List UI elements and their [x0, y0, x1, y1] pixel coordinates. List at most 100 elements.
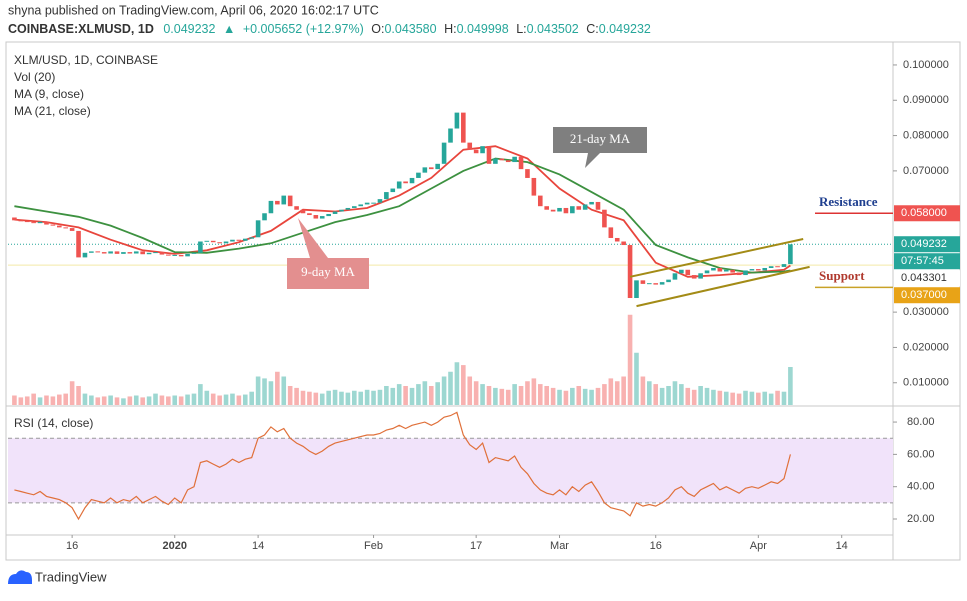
rsi-tick-label: 80.00	[907, 416, 935, 428]
candle	[499, 158, 505, 161]
publisher: shyna published on TradingView.com, Apri…	[8, 3, 379, 17]
candle	[614, 237, 620, 242]
volume-bar	[210, 393, 216, 405]
ohlc-label: H:	[444, 22, 457, 36]
y-tick-label: 0.080000	[903, 129, 949, 141]
volume-bar	[44, 395, 49, 405]
rsi-line	[14, 411, 791, 521]
candle	[217, 242, 222, 244]
candle	[576, 206, 582, 210]
annotation-text: 9-day MA	[301, 264, 355, 279]
x-tick-label: 17	[470, 540, 482, 552]
volume-bar	[422, 381, 428, 405]
volume-bar	[691, 389, 697, 405]
candle	[89, 251, 94, 253]
candle	[396, 181, 402, 189]
y-tick-label: 0.030000	[903, 306, 949, 318]
volume-bar	[345, 392, 351, 405]
candle	[307, 213, 312, 216]
price-layer	[8, 112, 893, 308]
candle	[788, 244, 793, 265]
candle	[525, 169, 530, 178]
volume-bar	[435, 382, 440, 405]
x-tick-label: 14	[836, 540, 848, 552]
y-tick-label: 0.020000	[903, 341, 949, 353]
candle	[736, 272, 742, 276]
legend-ma21: MA (21, close)	[14, 104, 91, 118]
volume-bar	[730, 392, 735, 405]
volume-bar	[242, 394, 248, 405]
volume-bar	[82, 393, 88, 405]
volume-bar	[788, 367, 793, 405]
volume-bar	[191, 393, 197, 405]
x-tick-label: 14	[252, 540, 264, 552]
volume-bar	[230, 393, 235, 405]
volume-bar	[441, 376, 447, 405]
candle	[768, 266, 774, 268]
volume-bar	[659, 387, 665, 405]
volume-bar	[736, 393, 742, 405]
candle	[493, 158, 498, 164]
candle	[422, 167, 428, 173]
candle	[281, 195, 287, 205]
y-tick-label: 0.100000	[903, 59, 949, 71]
volume-bar	[127, 396, 133, 405]
candle	[121, 252, 126, 254]
channel-line	[636, 265, 810, 308]
candle	[133, 251, 139, 254]
volume-bar	[557, 389, 562, 405]
candle	[69, 228, 75, 231]
y-tick-label: 0.010000	[903, 377, 949, 389]
candle	[653, 283, 659, 285]
rsi-legend: RSI (14, close)	[14, 416, 93, 430]
volume-bar	[756, 392, 761, 405]
channel-line	[629, 238, 804, 278]
candle	[230, 239, 235, 242]
candle	[319, 216, 325, 219]
volume-bar	[133, 395, 139, 405]
candle	[698, 273, 703, 279]
candle	[287, 195, 293, 207]
volume-bar	[281, 376, 287, 405]
volume-bar	[768, 393, 774, 405]
candle	[127, 252, 133, 254]
volume-bar	[159, 395, 165, 405]
candle	[242, 238, 248, 241]
volume-bar	[307, 391, 312, 405]
volume-bar	[358, 391, 364, 405]
volume-bar	[50, 396, 56, 405]
volume-bar	[37, 397, 43, 405]
candle	[672, 273, 678, 280]
candle	[24, 221, 30, 223]
candle	[428, 167, 434, 170]
candle	[685, 269, 691, 276]
candle	[332, 211, 338, 214]
candle	[717, 267, 723, 272]
volume-bar	[563, 390, 569, 405]
volume-bar	[76, 386, 81, 405]
volume-bar	[614, 381, 620, 405]
price-label-box	[894, 205, 960, 222]
axis-layer: 16 2020 14 Feb 17 Mar 16 Apr 14 0.010000 0.020000 0…	[66, 59, 960, 552]
x-tick-label: Feb	[364, 540, 383, 552]
candle	[467, 142, 473, 150]
candle	[512, 156, 517, 163]
volume-bar	[640, 376, 646, 405]
candle	[108, 251, 113, 254]
candle	[236, 239, 242, 241]
legend-symbol: XLM/USD, 1D, COINBASE	[14, 53, 158, 67]
candle	[640, 280, 646, 284]
volume-bar	[544, 386, 549, 405]
candle	[679, 269, 684, 274]
x-tick-label: 16	[66, 540, 78, 552]
candle	[57, 225, 62, 228]
candle	[518, 156, 524, 170]
candle	[480, 146, 485, 154]
candle	[563, 207, 569, 214]
rsi-tick-label: 40.00	[907, 481, 935, 493]
x-tick-label: Mar	[550, 540, 569, 552]
volume-bar	[550, 387, 556, 405]
price-label: 0.037000	[901, 289, 947, 301]
ohlc-value: 0.049232	[599, 22, 651, 36]
brand: TradingView	[35, 569, 107, 584]
